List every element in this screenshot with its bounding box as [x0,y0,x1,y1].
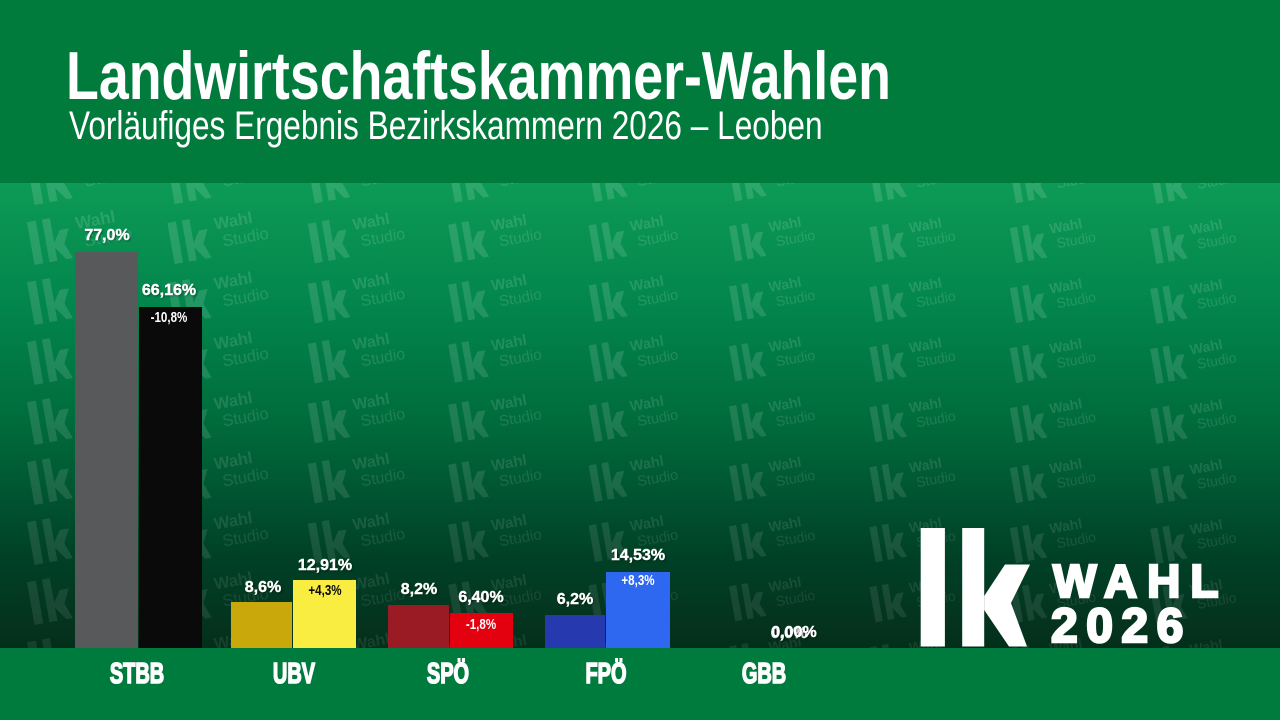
svg-text:WAHL: WAHL [1053,555,1228,607]
svg-text:2026: 2026 [1051,600,1192,650]
